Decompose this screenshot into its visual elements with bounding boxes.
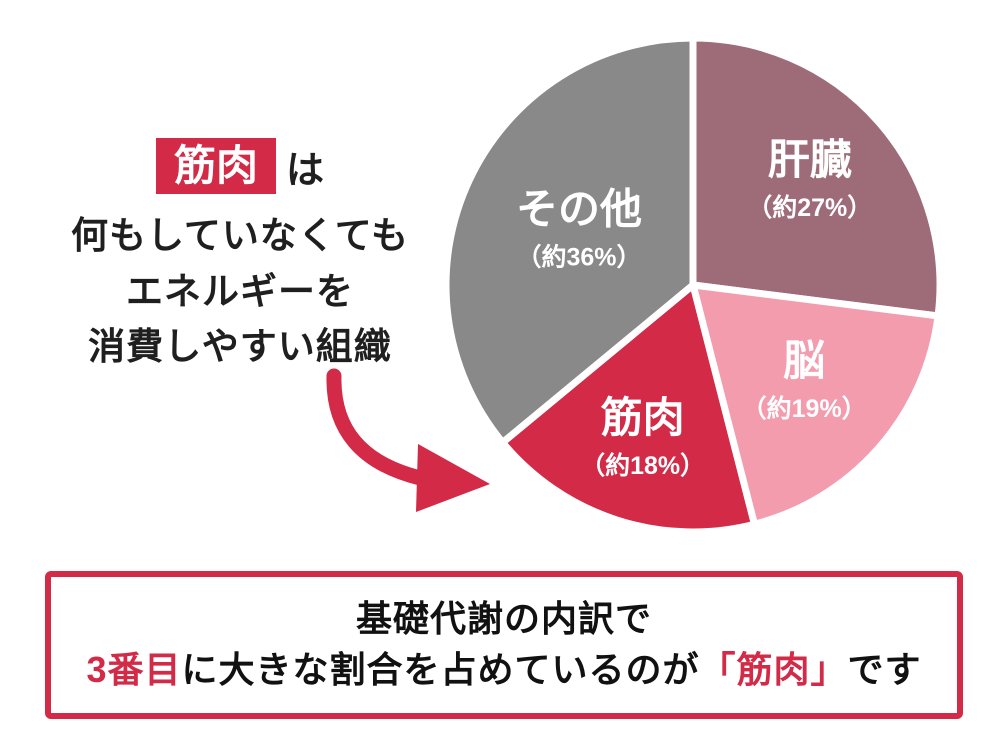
caption-text-mid: に大きな割合を占めているのが: [181, 649, 700, 691]
left-note-headline: 筋肉 は: [28, 138, 452, 195]
arrow-shaft: [326, 368, 428, 486]
pie-slice-label-muscle: 筋肉: [601, 394, 685, 441]
caption-text-end: です: [847, 649, 922, 691]
left-note: 筋肉 は 何もしていなくても エネルギーを 消費しやすい組織: [28, 138, 452, 375]
pie-chart-svg: 肝臓 （約27%） 脳 （約19%） 筋肉 （約18%） その他 （約36%）: [442, 34, 944, 536]
caption-line-1: 基礎代謝の内訳で: [355, 598, 652, 639]
curved-arrow-svg: [326, 368, 490, 512]
pie-slice-other: [442, 34, 697, 446]
caption-box: 基礎代謝の内訳で 3番目に大きな割合を占めているのが「筋肉」です: [45, 571, 963, 720]
curved-arrow-icon: [318, 368, 503, 513]
arrow-head: [416, 444, 490, 512]
pie-slice-label-liver: 肝臓: [768, 136, 852, 183]
pie-slice-label-other: その他: [516, 185, 642, 232]
caption-emphasis-muscle: 「筋肉」: [699, 649, 848, 691]
pie-slice-label-brain: 脳: [783, 337, 825, 384]
caption-emphasis-rank: 3番目: [86, 649, 182, 691]
pie-chart: 肝臓 （約27%） 脳 （約19%） 筋肉 （約18%） その他 （約36%）: [438, 30, 948, 540]
pie-slice-pct-brain: （約19%）: [742, 394, 867, 423]
pie-slice-muscle: [499, 281, 758, 536]
left-note-line-2: エネルギーを: [126, 270, 354, 312]
left-note-line-3: 消費しやすい組織: [88, 326, 392, 368]
muscle-highlight-suffix: は: [286, 149, 325, 192]
pie-slice-brain: [689, 281, 942, 528]
pie-slice-pct-other: （約36%）: [516, 242, 641, 271]
muscle-highlight-box: 筋肉: [155, 138, 276, 195]
caption-line-2: 3番目に大きな割合を占めているのが「筋肉」です: [55, 644, 953, 695]
pie-slice-pct-muscle: （約18%）: [580, 451, 705, 480]
pie-slice-pct-liver: （約27%）: [747, 193, 872, 222]
pie-slice-liver: [689, 34, 944, 320]
left-note-line-1: 何もしていなくても: [71, 215, 409, 257]
